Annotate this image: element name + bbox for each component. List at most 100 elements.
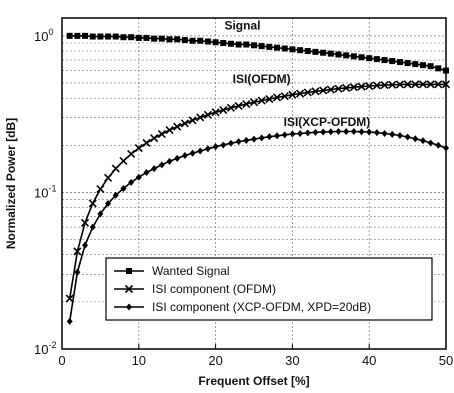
data-point — [135, 34, 142, 41]
data-point — [74, 32, 81, 39]
data-point — [104, 173, 113, 182]
data-point — [320, 128, 327, 136]
data-point — [203, 110, 212, 119]
data-point — [296, 89, 305, 98]
legend: Wanted Signal ISI component (OFDM) ISI com… — [105, 257, 433, 321]
data-point — [235, 41, 242, 48]
annotation: ISI(OFDM) — [233, 72, 291, 86]
data-point — [251, 42, 257, 49]
y-tick-base: 10 — [34, 342, 48, 357]
data-point — [435, 141, 442, 149]
data-point — [173, 122, 182, 131]
legend-label: ISI component (OFDM) — [152, 282, 276, 296]
data-point — [174, 36, 181, 43]
data-point — [304, 48, 311, 55]
data-point — [112, 33, 119, 40]
data-point — [266, 43, 273, 50]
legend-marker — [126, 303, 132, 311]
data-point — [220, 40, 227, 47]
data-point — [158, 161, 165, 169]
data-point — [166, 157, 173, 165]
data-point — [219, 105, 228, 115]
data-point — [189, 149, 196, 157]
series-1 — [66, 32, 449, 74]
data-point — [251, 135, 257, 143]
data-point — [388, 80, 397, 89]
data-point — [96, 185, 105, 194]
x-tick-label: 0 — [58, 353, 65, 368]
data-point — [166, 36, 173, 43]
data-point — [212, 143, 219, 151]
data-point — [327, 50, 334, 57]
data-point — [89, 223, 96, 231]
data-point — [243, 136, 250, 144]
annotation: ISI(XCP-OFDM) — [284, 115, 371, 129]
x-tick-label: 30 — [285, 353, 299, 368]
data-point — [266, 133, 273, 141]
data-point — [258, 43, 265, 50]
data-point — [257, 96, 266, 105]
data-point — [112, 191, 119, 199]
data-point — [427, 139, 434, 147]
x-tick-label: 20 — [208, 353, 222, 368]
data-point — [258, 134, 265, 142]
data-point — [226, 103, 236, 112]
series-3 — [66, 127, 449, 325]
data-point — [80, 218, 90, 227]
data-point — [180, 119, 189, 128]
x-tick-label: 10 — [132, 353, 146, 368]
data-point — [311, 87, 320, 96]
data-point — [220, 141, 227, 149]
data-point — [418, 80, 428, 89]
data-point — [65, 294, 74, 303]
data-point — [380, 80, 389, 90]
data-point — [150, 134, 159, 143]
data-point — [120, 184, 127, 192]
y-tick-base: 10 — [34, 29, 48, 44]
y-tick-exponent: -2 — [48, 340, 56, 350]
legend-box — [105, 257, 433, 321]
y-axis-label: Normalized Power [dB] — [4, 118, 18, 249]
x-tick-label: 50 — [439, 353, 453, 368]
data-point — [320, 49, 327, 56]
data-point — [312, 48, 319, 55]
data-point — [143, 169, 150, 177]
series-layer — [65, 32, 451, 325]
legend-entry: ISI component (OFDM) — [114, 282, 276, 296]
data-point — [381, 57, 388, 64]
legend-entry: ISI component (XCP-OFDM, XPD=20dB) — [114, 300, 371, 314]
data-point — [358, 128, 365, 136]
data-point — [372, 81, 381, 90]
y-tick-label: 10-2 — [34, 340, 56, 357]
y-tick-exponent: 0 — [48, 27, 53, 37]
data-point — [297, 47, 304, 54]
data-point — [274, 132, 281, 140]
data-point — [395, 80, 404, 89]
data-point — [366, 55, 373, 62]
data-point — [181, 152, 188, 160]
data-point — [366, 128, 373, 136]
data-point — [312, 128, 319, 136]
data-point — [135, 173, 142, 181]
x-tick-label: 40 — [362, 353, 376, 368]
data-point — [211, 108, 220, 117]
data-point — [343, 127, 350, 135]
data-point — [404, 133, 411, 141]
data-point — [143, 34, 150, 41]
data-point — [66, 317, 73, 325]
data-point — [151, 35, 158, 42]
data-point — [350, 127, 357, 135]
annotations: Signal ISI(OFDM) ISI(XCP-OFDM) — [224, 18, 370, 129]
data-point — [349, 83, 358, 92]
y-tick-base: 10 — [34, 185, 48, 200]
legend-marker — [124, 284, 134, 294]
data-point — [274, 44, 281, 51]
data-point — [335, 127, 342, 135]
data-point — [426, 80, 435, 89]
data-point — [389, 130, 396, 138]
data-point — [412, 135, 419, 143]
data-point — [373, 129, 380, 137]
data-point — [189, 37, 196, 44]
data-point — [419, 62, 426, 69]
data-point — [128, 178, 135, 186]
